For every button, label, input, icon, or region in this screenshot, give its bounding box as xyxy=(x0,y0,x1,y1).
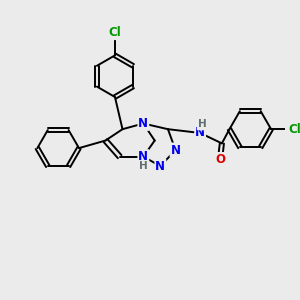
Text: N: N xyxy=(170,143,181,157)
Text: H: H xyxy=(198,119,206,129)
Text: N: N xyxy=(155,160,165,172)
Text: O: O xyxy=(215,153,225,166)
Text: N: N xyxy=(195,127,205,140)
Text: Cl: Cl xyxy=(288,123,300,136)
Text: H: H xyxy=(139,161,148,171)
Text: N: N xyxy=(138,117,148,130)
Text: Cl: Cl xyxy=(109,26,121,39)
Text: N: N xyxy=(138,150,148,163)
